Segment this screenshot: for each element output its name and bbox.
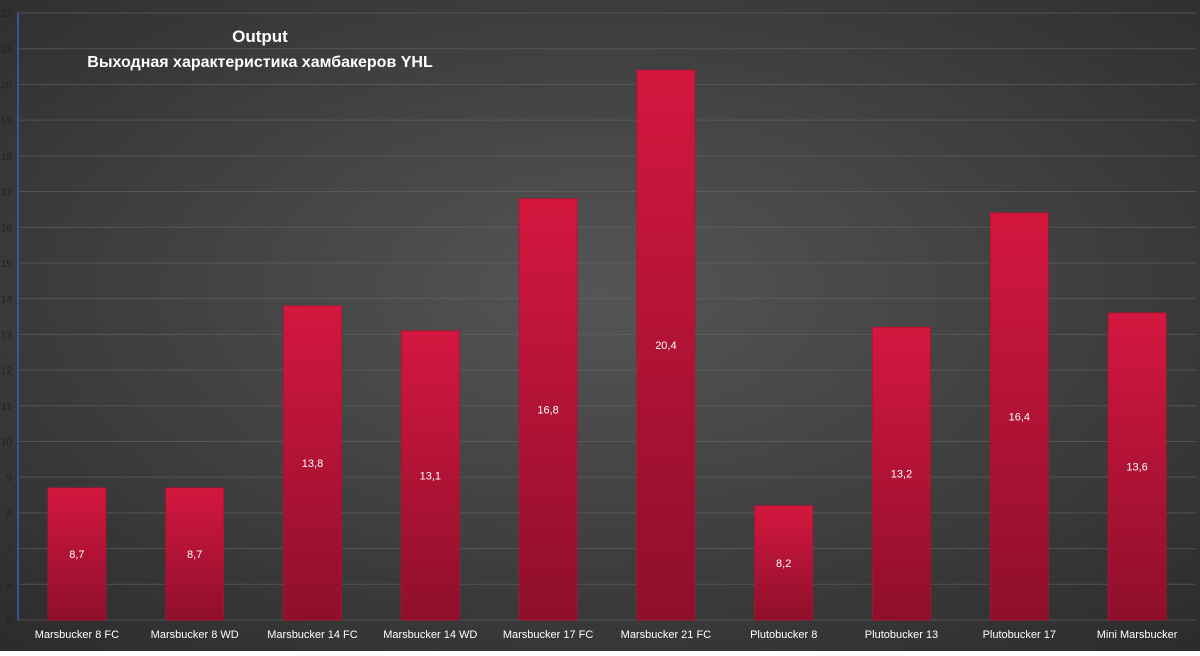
y-tick-label: 16 <box>1 223 13 234</box>
bar <box>283 305 342 621</box>
bar <box>165 487 225 621</box>
bar <box>518 198 578 621</box>
data-label: 13,2 <box>891 469 912 481</box>
x-tick-label: Marsbucker 8 FC <box>35 629 119 641</box>
x-tick-label: Marsbucker 21 FC <box>621 629 712 641</box>
data-label: 13,6 <box>1126 461 1147 473</box>
y-tick-label: 9 <box>6 473 12 484</box>
y-tick-label: 11 <box>2 402 13 413</box>
y-axis: 5 6 7 8 9 10 11 12 13 14 15 16 17 18 19 20 21 22 <box>1 9 19 627</box>
y-tick-label: 21 <box>1 45 13 56</box>
y-tick-label: 6 <box>6 580 12 591</box>
data-label: 8,7 <box>187 549 202 561</box>
data-label: 20,4 <box>655 340 676 352</box>
bar <box>1107 312 1167 621</box>
y-tick-label: 22 <box>1 9 13 20</box>
bar <box>47 487 107 621</box>
y-tick-label: 15 <box>1 259 13 270</box>
x-tick-label: Marsbucker 17 FC <box>503 629 594 641</box>
y-tick-label: 10 <box>1 437 13 448</box>
x-axis-labels: Marsbucker 8 FC Marsbucker 8 WD Marsbucker… <box>35 629 1178 641</box>
bar <box>872 326 931 621</box>
bars <box>47 69 1167 621</box>
y-tick-label: 19 <box>1 116 13 127</box>
y-tick-label: 14 <box>1 295 13 306</box>
x-tick-label: Plutobucker 13 <box>865 629 938 641</box>
y-tick-label: 5 <box>6 616 12 627</box>
y-tick-label: 18 <box>1 152 13 163</box>
x-tick-label: Plutobucker 17 <box>983 629 1056 641</box>
y-tick-label: 12 <box>1 366 13 377</box>
x-tick-label: Marsbucker 14 WD <box>383 629 477 641</box>
data-labels: 8,7 8,7 13,8 13,1 16,8 20,4 8,2 13,2 16,4 13,6 <box>69 340 1148 570</box>
data-label: 8,2 <box>776 558 791 570</box>
bar <box>636 69 696 621</box>
x-tick-label: Marsbucker 14 FC <box>267 629 358 641</box>
x-tick-label: Marsbucker 8 WD <box>151 629 239 641</box>
bar <box>989 212 1049 621</box>
x-tick-label: Plutobucker 8 <box>750 629 817 641</box>
x-tick-label: Mini Marsbucker <box>1097 629 1178 641</box>
data-label: 16,8 <box>537 404 558 416</box>
y-tick-label: 20 <box>1 80 13 91</box>
y-tick-label: 17 <box>1 188 13 199</box>
y-tick-label: 13 <box>1 330 13 341</box>
data-label: 16,4 <box>1009 411 1030 423</box>
y-tick-label: 7 <box>6 545 12 556</box>
data-label: 13,8 <box>302 458 323 470</box>
y-tick-label: 8 <box>6 509 12 520</box>
data-label: 8,7 <box>69 549 84 561</box>
data-label: 13,1 <box>420 470 441 482</box>
chart-title: Output <box>232 27 288 46</box>
chart-subtitle: Выходная характеристика хамбакеров YHL <box>87 54 433 71</box>
bar <box>754 505 814 621</box>
bar <box>400 330 460 621</box>
